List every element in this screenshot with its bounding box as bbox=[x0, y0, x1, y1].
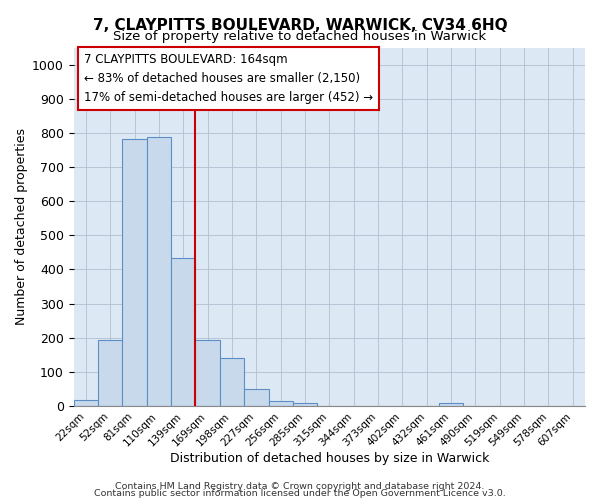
Y-axis label: Number of detached properties: Number of detached properties bbox=[15, 128, 28, 326]
Bar bbox=[439, 404, 463, 406]
Bar bbox=[196, 340, 220, 406]
Text: Size of property relative to detached houses in Warwick: Size of property relative to detached ho… bbox=[113, 30, 487, 43]
X-axis label: Distribution of detached houses by size in Warwick: Distribution of detached houses by size … bbox=[170, 452, 489, 465]
Bar bbox=[147, 138, 171, 406]
Bar bbox=[122, 139, 147, 406]
Text: Contains public sector information licensed under the Open Government Licence v3: Contains public sector information licen… bbox=[94, 490, 506, 498]
Bar bbox=[269, 402, 293, 406]
Bar bbox=[293, 402, 317, 406]
Bar bbox=[244, 389, 269, 406]
Bar bbox=[98, 340, 122, 406]
Text: 7, CLAYPITTS BOULEVARD, WARWICK, CV34 6HQ: 7, CLAYPITTS BOULEVARD, WARWICK, CV34 6H… bbox=[92, 18, 508, 32]
Text: Contains HM Land Registry data © Crown copyright and database right 2024.: Contains HM Land Registry data © Crown c… bbox=[115, 482, 485, 491]
Bar bbox=[220, 358, 244, 406]
Text: 7 CLAYPITTS BOULEVARD: 164sqm
← 83% of detached houses are smaller (2,150)
17% o: 7 CLAYPITTS BOULEVARD: 164sqm ← 83% of d… bbox=[84, 53, 373, 104]
Bar bbox=[171, 258, 196, 406]
Bar bbox=[74, 400, 98, 406]
